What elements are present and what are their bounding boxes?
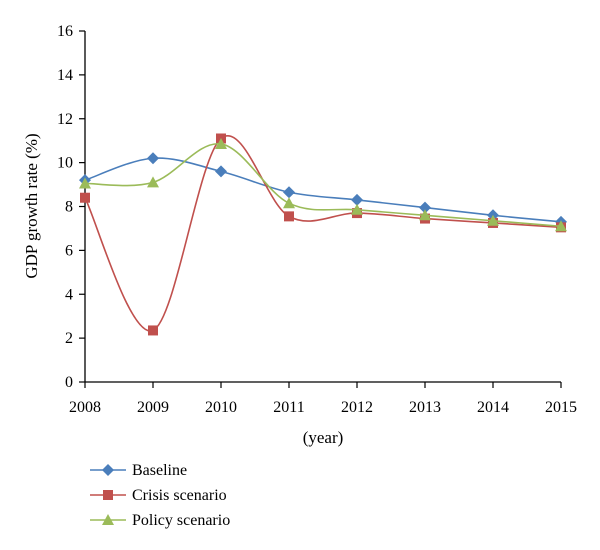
y-tick-label: 14: [57, 67, 73, 84]
series-line-crisis-scenario: [84, 135, 562, 332]
series-line-policy-scenario: [84, 143, 562, 228]
data-point-baseline: [351, 193, 363, 206]
x-tick-label: 2010: [205, 399, 237, 416]
data-point-baseline: [147, 152, 159, 165]
x-tick-label: 2014: [477, 399, 509, 416]
legend-label-baseline: Baseline: [132, 462, 187, 479]
legend-marker-baseline: [102, 464, 114, 476]
y-tick-label: 2: [65, 330, 73, 347]
data-point-policy-scenario: [147, 176, 159, 188]
x-axis-title: (year): [303, 428, 344, 447]
data-point-policy-scenario: [215, 137, 227, 149]
x-tick-label: 2011: [273, 399, 304, 416]
y-tick-label: 8: [65, 199, 73, 216]
data-point-policy-scenario: [555, 220, 567, 232]
plot-area: 0 2 4 6 8 10 12 14 16 2008 2009 2010 2011 2012 2013 201…: [57, 23, 577, 416]
legend-marker-crisis-scenario: [103, 490, 113, 500]
y-tick-label: 16: [57, 23, 73, 40]
legend: Baseline Crisis scenario Policy scenario: [90, 462, 230, 529]
data-point-policy-scenario: [487, 214, 499, 226]
x-tick-label: 2008: [69, 399, 101, 416]
y-tick-label: 0: [65, 374, 73, 391]
legend-label-crisis-scenario: Crisis scenario: [132, 487, 227, 504]
y-tick-label: 12: [57, 111, 73, 128]
x-tick-label: 2012: [341, 399, 373, 416]
data-point-baseline: [215, 165, 227, 178]
x-tick-label: 2013: [409, 399, 441, 416]
data-point-crisis-scenario: [80, 192, 90, 203]
x-tick-label: 2009: [137, 399, 169, 416]
y-tick-label: 6: [65, 242, 73, 259]
data-point-policy-scenario: [79, 177, 91, 189]
data-point-policy-scenario: [351, 203, 363, 215]
y-axis-title: GDP growth rate (%): [22, 133, 41, 278]
data-point-policy-scenario: [283, 197, 295, 209]
legend-marker-policy-scenario: [102, 514, 114, 525]
data-point-baseline: [419, 201, 431, 214]
data-point-crisis-scenario: [148, 325, 158, 336]
data-point-policy-scenario: [419, 209, 431, 221]
legend-label-policy-scenario: Policy scenario: [132, 512, 230, 529]
y-tick-label: 10: [57, 155, 73, 172]
series-line-baseline: [84, 157, 562, 223]
y-tick-label: 4: [65, 286, 73, 303]
data-point-baseline: [283, 186, 295, 199]
data-point-crisis-scenario: [284, 211, 294, 222]
x-tick-label: 2015: [545, 399, 577, 416]
